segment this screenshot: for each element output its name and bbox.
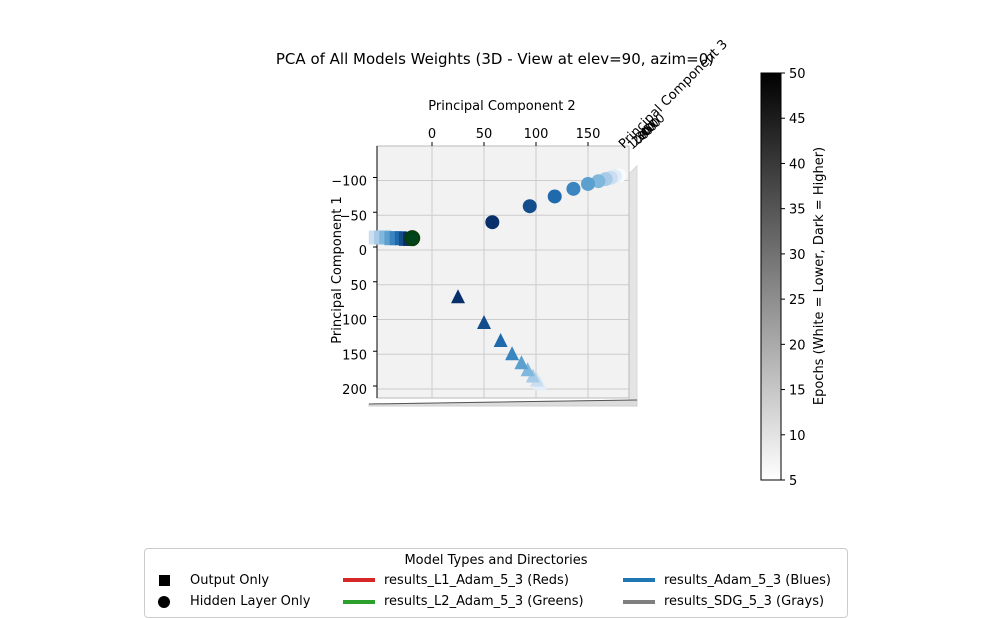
- legend-square-marker: [159, 575, 170, 586]
- colorbar-gradient: [760, 72, 782, 481]
- y-tick-label-1: −50: [340, 209, 367, 224]
- colorbar-tick-label-2: 15: [789, 384, 806, 399]
- y-tick-label-5: 150: [342, 348, 367, 363]
- point-0-0: [485, 215, 500, 230]
- legend-item-adam: results_Adam_5_3 (Blues): [664, 573, 831, 588]
- x-tick-label-2: 100: [524, 127, 549, 142]
- legend-item-sdg: results_SDG_5_3 (Grays): [664, 594, 825, 609]
- point-1-1: [477, 314, 491, 329]
- legend-item-hidden-layer-only: Hidden Layer Only: [190, 594, 311, 609]
- x-tick-label-1: 50: [476, 127, 493, 142]
- y-tick-label-4: 100: [342, 314, 367, 329]
- chart-svg: PCA of All Models Weights (3D - View at …: [276, 37, 827, 489]
- legend-item-output-only: Output Only: [190, 573, 270, 588]
- plot-area: 0 50 100 150−100−50050100150200100200300400…: [331, 111, 667, 407]
- colorbar-tick-label-4: 25: [789, 293, 806, 308]
- point-1-4: [514, 355, 529, 370]
- colorbar: 5 10 15 20 25 30 35 40 45 50: [760, 67, 806, 489]
- x-tick-label-0: 0: [428, 127, 436, 142]
- point-0-3: [566, 181, 581, 196]
- pane-right: [628, 164, 638, 403]
- colorbar-tick-label-6: 35: [789, 203, 806, 218]
- colorbar-tick-label-0: 5: [789, 474, 797, 489]
- colorbar-label: Epochs (White = Lower, Dark = Higher): [812, 147, 827, 405]
- legend: Model Types and Directories Output Only …: [144, 548, 848, 618]
- point-3-0: [404, 230, 421, 247]
- y-tick-label-0: −100: [331, 175, 367, 190]
- y-tick-label-6: 200: [342, 383, 367, 398]
- legend-item-l1: results_L1_Adam_5_3 (Reds): [384, 573, 569, 588]
- point-0-2: [547, 189, 562, 204]
- colorbar-tick-label-5: 30: [789, 248, 806, 263]
- point-1-2: [493, 333, 508, 348]
- colorbar-tick-label-1: 10: [789, 429, 806, 444]
- point-0-1: [522, 199, 537, 214]
- legend-line-l1: [343, 578, 375, 582]
- point-1-0: [451, 289, 465, 304]
- colorbar-tick-label-8: 45: [789, 112, 806, 127]
- legend-circle-marker: [158, 596, 170, 608]
- colorbar-tick-label-3: 20: [789, 338, 806, 353]
- y-tick-label-2: 0: [359, 244, 367, 259]
- legend-line-sdg: [623, 600, 655, 604]
- point-0-4: [581, 176, 595, 191]
- colorbar-tick-label-7: 40: [789, 157, 806, 172]
- chart-figure: PCA of All Models Weights (3D - View at …: [144, 37, 848, 618]
- legend-line-l2: [343, 600, 375, 604]
- point-1-3: [505, 346, 520, 361]
- chart-title: PCA of All Models Weights (3D - View at …: [276, 50, 714, 68]
- x-axis-label: Principal Component 2: [428, 99, 575, 114]
- colorbar-tick-label-9: 50: [789, 67, 806, 82]
- bottom-edge: [368, 399, 638, 405]
- legend-title: Model Types and Directories: [404, 553, 588, 568]
- legend-item-l2: results_L2_Adam_5_3 (Greens): [384, 594, 584, 609]
- y-tick-label-3: 50: [350, 279, 367, 294]
- y-axis-label: Principal Component 1: [330, 196, 345, 343]
- x-tick-label-3: 150: [576, 127, 601, 142]
- legend-line-adam: [623, 578, 655, 582]
